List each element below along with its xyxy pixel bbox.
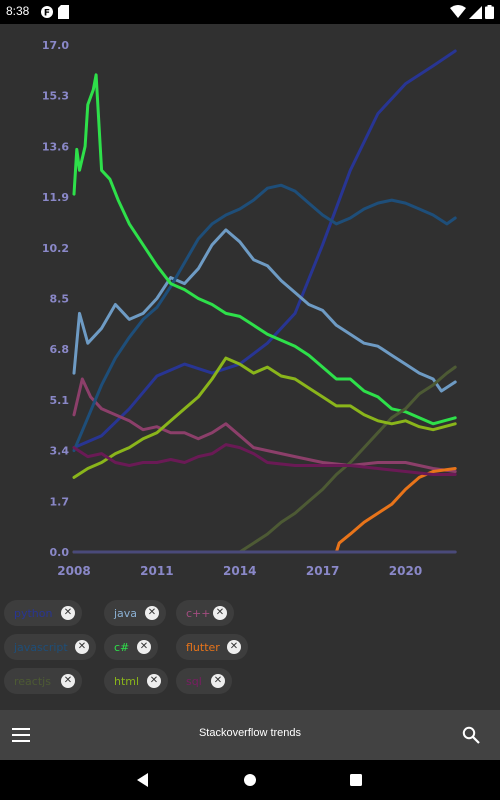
chip-flutter[interactable]: flutter ✕ (176, 634, 248, 660)
close-icon[interactable]: ✕ (61, 674, 75, 688)
chip-html[interactable]: html ✕ (104, 668, 168, 694)
bottom-app-bar: Stackoverflow trends (0, 710, 500, 760)
wifi-icon (450, 5, 466, 18)
chip-csharp[interactable]: c# ✕ (104, 634, 158, 660)
x-tick-label: 2014 (223, 564, 256, 578)
signal-icon (469, 6, 482, 19)
chip-label: python (14, 606, 53, 620)
close-icon[interactable]: ✕ (137, 640, 151, 654)
y-tick-label: 10.2 (42, 242, 69, 255)
chip-label: reactjs (14, 674, 51, 688)
chip-javascript[interactable]: javascript ✕ (4, 634, 96, 660)
close-icon[interactable]: ✕ (227, 640, 241, 654)
trend-chart: 0.0 1.7 3.4 5.1 6.8 8.5 10.2 11.9 13.6 15.3 17.0 20… (0, 24, 500, 584)
line-chart: 0.0 1.7 3.4 5.1 6.8 8.5 10.2 11.9 13.6 15.3 17.0 20… (42, 39, 457, 578)
y-tick-label: 3.4 (50, 445, 70, 458)
x-tick-label: 2017 (306, 564, 339, 578)
y-tick-label: 15.3 (42, 90, 69, 103)
series-line-html (72, 356, 457, 479)
y-tick-label: 5.1 (50, 394, 70, 407)
y-tick-label: 8.5 (50, 293, 70, 306)
series-line-reactjs (72, 365, 457, 554)
chip-label: c# (114, 640, 130, 654)
x-tick-label: 2011 (140, 564, 173, 578)
recents-icon[interactable] (346, 770, 366, 790)
search-icon[interactable] (462, 726, 480, 744)
x-tick-label: 2020 (389, 564, 422, 578)
close-icon[interactable]: ✕ (145, 606, 159, 620)
chip-label: java (114, 606, 138, 620)
x-tick-label: 2008 (57, 564, 90, 578)
chip-label: c++ (186, 606, 211, 620)
series-line-java (72, 228, 457, 393)
language-chips: python ✕ java ✕ c++ ✕ javascript ✕ c# ✕ … (0, 596, 500, 706)
close-icon[interactable]: ✕ (147, 674, 161, 688)
chip-label: flutter (186, 640, 220, 654)
status-bar: 8:38 F (0, 0, 500, 24)
series-line-python (72, 49, 457, 450)
y-tick-label: 1.7 (50, 495, 70, 508)
chip-sql[interactable]: sql ✕ (176, 668, 232, 694)
chip-label: sql (186, 674, 202, 688)
chip-label: javascript (14, 640, 68, 654)
series-line-javascript (72, 183, 457, 453)
svg-text:F: F (44, 9, 50, 19)
series-line-c (72, 377, 457, 473)
notification-icon: F (41, 6, 53, 19)
close-icon[interactable]: ✕ (211, 674, 225, 688)
y-tick-label: 6.8 (50, 343, 70, 356)
status-time: 8:38 (6, 4, 30, 18)
close-icon[interactable]: ✕ (75, 640, 89, 654)
chip-cpp[interactable]: c++ ✕ (176, 600, 234, 626)
chip-java[interactable]: java ✕ (104, 600, 166, 626)
y-tick-label: 17.0 (42, 39, 69, 52)
close-icon[interactable]: ✕ (213, 606, 227, 620)
battery-icon (485, 5, 494, 19)
app-title: Stackoverflow trends (198, 727, 302, 739)
menu-icon[interactable] (12, 727, 30, 743)
chip-label: html (114, 674, 140, 688)
system-nav-bar (0, 760, 500, 800)
y-tick-label: 11.9 (42, 191, 69, 204)
close-icon[interactable]: ✕ (61, 606, 75, 620)
back-icon[interactable] (133, 770, 153, 790)
home-icon[interactable] (240, 770, 260, 790)
y-tick-label: 13.6 (42, 140, 69, 153)
chip-python[interactable]: python ✕ (4, 600, 82, 626)
y-tick-label: 0.0 (50, 546, 70, 559)
series-line-c (72, 73, 457, 426)
chip-reactjs[interactable]: reactjs ✕ (4, 668, 82, 694)
sd-card-icon (58, 5, 69, 19)
series-line-sql (72, 443, 457, 476)
series-line-flutter (72, 467, 457, 554)
